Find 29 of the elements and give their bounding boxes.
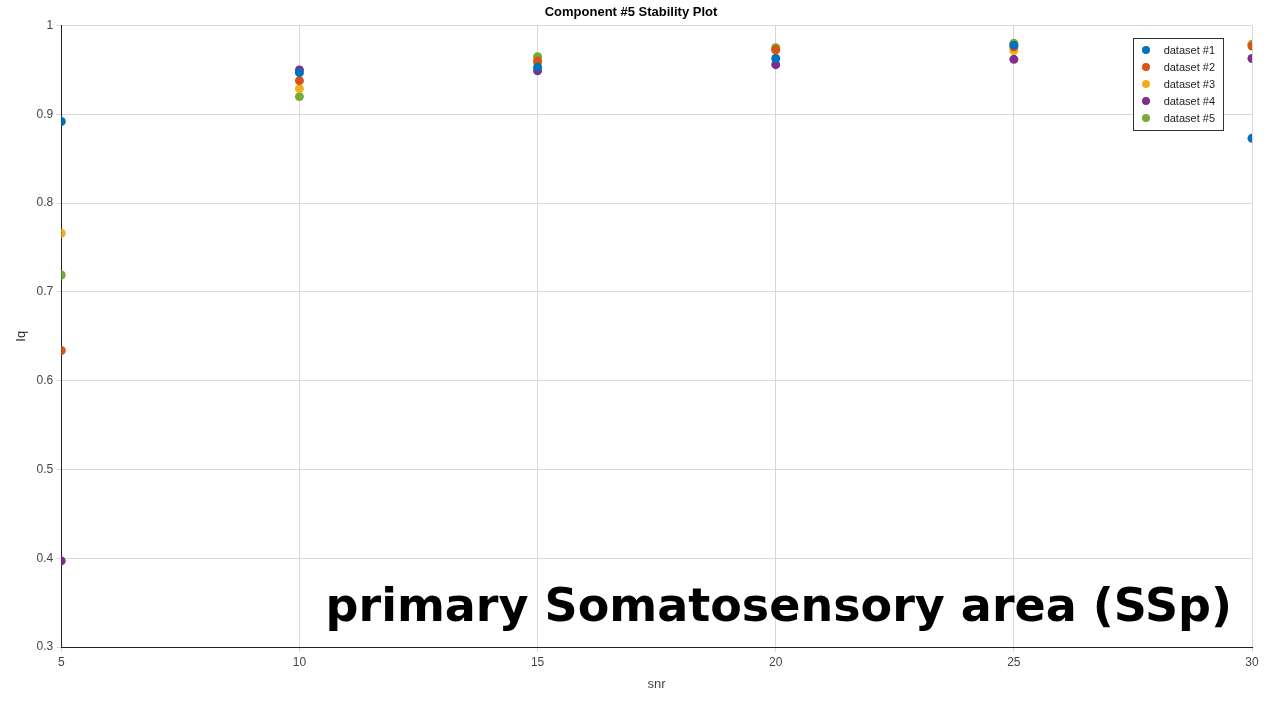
legend-label: dataset #2 (1163, 61, 1215, 74)
x-tick-label: 25 (1007, 654, 1021, 669)
x-tick-label: 10 (292, 654, 307, 669)
y-tick-label: 1 (46, 17, 54, 32)
legend-label: dataset #4 (1163, 95, 1215, 108)
point (294, 76, 304, 86)
legend-label: dataset #1 (1163, 44, 1215, 57)
y-tick-label: 0.7 (36, 284, 54, 299)
x-tick-label: 15 (530, 654, 545, 669)
y-tick-label: 0.4 (36, 550, 54, 565)
x-tick-label: 5 (57, 654, 65, 669)
y-tick-label: 0.8 (36, 195, 54, 210)
y-axis-title: Iq (13, 330, 29, 342)
point (1009, 54, 1019, 64)
point (294, 84, 304, 94)
legend-label: dataset #3 (1163, 78, 1215, 91)
annotation: primary Somatosensory area (SSp) (325, 578, 1232, 632)
point (533, 62, 543, 72)
y-tick-label: 0.5 (36, 461, 54, 476)
y-tick-label: 0.3 (36, 639, 54, 654)
point (294, 92, 304, 102)
y-tick-label: 0.9 (36, 106, 54, 121)
y-tick-label: 0.6 (36, 373, 54, 387)
x-tick-label: 20 (769, 654, 783, 669)
legend-label: dataset #5 (1163, 112, 1215, 125)
x-tick-label: 30 (1245, 654, 1259, 669)
x-axis-title: snr (647, 675, 667, 691)
point (771, 53, 781, 63)
chart-title: Component #5 Stability Plot (544, 4, 718, 20)
